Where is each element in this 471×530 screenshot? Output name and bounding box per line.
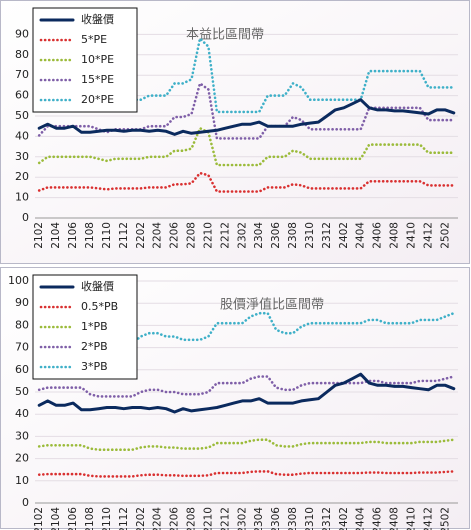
chart-title: 股價淨值比區間帶: [220, 297, 324, 313]
x-tick-label: 2206: [169, 222, 181, 249]
x-tick-label: 2502: [439, 507, 451, 530]
x-tick-label: 2304: [253, 222, 265, 249]
y-tick-label: 40: [15, 407, 29, 420]
x-tick-label: 2210: [202, 222, 214, 249]
x-tick-label: 2102: [33, 222, 45, 249]
series-line: [37, 438, 456, 451]
x-tick-label: 2112: [118, 507, 130, 530]
x-tick-label: 2104: [50, 507, 62, 530]
y-tick-label: 70: [15, 68, 29, 81]
series-line: [37, 126, 456, 167]
legend-label: 收盤價: [81, 279, 114, 293]
x-tick-label: 2208: [186, 222, 198, 249]
y-tick-label: 100: [8, 274, 29, 287]
y-tick-label: 30: [15, 150, 29, 163]
legend-label: 3*PB: [81, 360, 108, 373]
x-tick-label: 2110: [101, 222, 113, 249]
legend-label: 20*PE: [81, 93, 114, 106]
x-tick-label: 2404: [355, 507, 367, 530]
x-tick-label: 2108: [84, 507, 96, 530]
x-tick-label: 2404: [355, 222, 367, 249]
chart: 0 10 20 30 40 50 60 70 80 90 2102 2104 2106 2108 2110 2…: [0, 0, 470, 264]
x-tick-label: 2408: [389, 507, 401, 530]
x-tick-label: 2412: [422, 507, 434, 530]
x-tick-label: 2406: [372, 507, 384, 530]
x-tick-label: 2306: [270, 507, 282, 530]
legend-label: 2*PB: [81, 340, 108, 353]
x-tick-label: 2106: [67, 507, 79, 530]
y-tick-label: 80: [15, 48, 29, 61]
x-tick-label: 2106: [67, 222, 79, 249]
x-tick-label: 2202: [135, 222, 147, 249]
x-tick-label: 2302: [236, 507, 248, 530]
x-tick-label: 2212: [219, 507, 231, 530]
y-tick-label: 10: [15, 191, 29, 204]
x-tick-label: 2210: [202, 507, 214, 530]
y-tick-label: 80: [15, 318, 29, 331]
legend-label: 10*PE: [81, 53, 114, 66]
x-tick-label: 2312: [321, 507, 333, 530]
y-tick-label: 60: [15, 89, 29, 102]
y-tick-label: 90: [15, 296, 29, 309]
x-tick-label: 2412: [422, 222, 434, 249]
series-line: [37, 98, 456, 136]
y-tick-label: 10: [15, 474, 29, 487]
x-tick-label: 2408: [389, 222, 401, 249]
x-tick-label: 2208: [186, 507, 198, 530]
x-tick-label: 2312: [321, 222, 333, 249]
x-tick-label: 2212: [219, 222, 231, 249]
y-tick-label: 20: [15, 170, 29, 183]
x-tick-label: 2308: [287, 222, 299, 249]
x-tick-label: 2310: [304, 222, 316, 249]
chart-title: 本益比區間帶: [186, 28, 264, 43]
y-tick-label: 70: [15, 341, 29, 354]
series-line: [37, 372, 456, 414]
legend-label: 5*PE: [81, 33, 107, 46]
x-tick-label: 2302: [236, 222, 248, 249]
x-tick-label: 2306: [270, 222, 282, 249]
x-tick-label: 2204: [152, 507, 164, 530]
y-tick-label: 20: [15, 452, 29, 465]
y-tick-label: 40: [15, 129, 29, 142]
x-tick-label: 2108: [84, 222, 96, 249]
y-tick-label: 90: [15, 27, 29, 40]
y-tick-label: 0: [22, 211, 29, 224]
chart: 0 10 20 30 40 50 60 70 80 90 100 2102 2104 2106 2108 21…: [0, 267, 470, 530]
legend-label: 收盤價: [81, 12, 114, 26]
y-tick-label: 0: [22, 496, 29, 509]
x-tick-label: 2104: [50, 222, 62, 249]
x-tick-label: 2204: [152, 222, 164, 249]
y-tick-label: 30: [15, 429, 29, 442]
x-tick-label: 2202: [135, 507, 147, 530]
y-tick-label: 60: [15, 363, 29, 376]
x-tick-label: 2308: [287, 507, 299, 530]
x-tick-label: 2502: [439, 222, 451, 249]
x-tick-label: 2206: [169, 507, 181, 530]
x-tick-label: 2410: [405, 507, 417, 530]
legend: 收盤價 5*PE 10*PE 15*PE 20*PE: [32, 7, 138, 113]
legend: 收盤價 0.5*PB 1*PB 2*PB 3*PB: [32, 274, 138, 380]
series-line: [37, 171, 456, 193]
x-tick-label: 2304: [253, 507, 265, 530]
x-tick-label: 2310: [304, 507, 316, 530]
legend-label: 15*PE: [81, 73, 114, 86]
legend-label: 1*PB: [81, 320, 108, 333]
legend-label: 0.5*PB: [81, 300, 118, 313]
x-tick-label: 2406: [372, 222, 384, 249]
x-tick-label: 2112: [118, 222, 130, 249]
series-line: [37, 375, 456, 398]
x-tick-label: 2410: [405, 222, 417, 249]
x-tick-label: 2102: [33, 507, 45, 530]
x-tick-label: 2402: [338, 507, 350, 530]
x-tick-label: 2402: [338, 222, 350, 249]
x-tick-label: 2110: [101, 507, 113, 530]
y-tick-label: 50: [15, 109, 29, 122]
series-line: [37, 470, 456, 478]
y-tick-label: 50: [15, 385, 29, 398]
